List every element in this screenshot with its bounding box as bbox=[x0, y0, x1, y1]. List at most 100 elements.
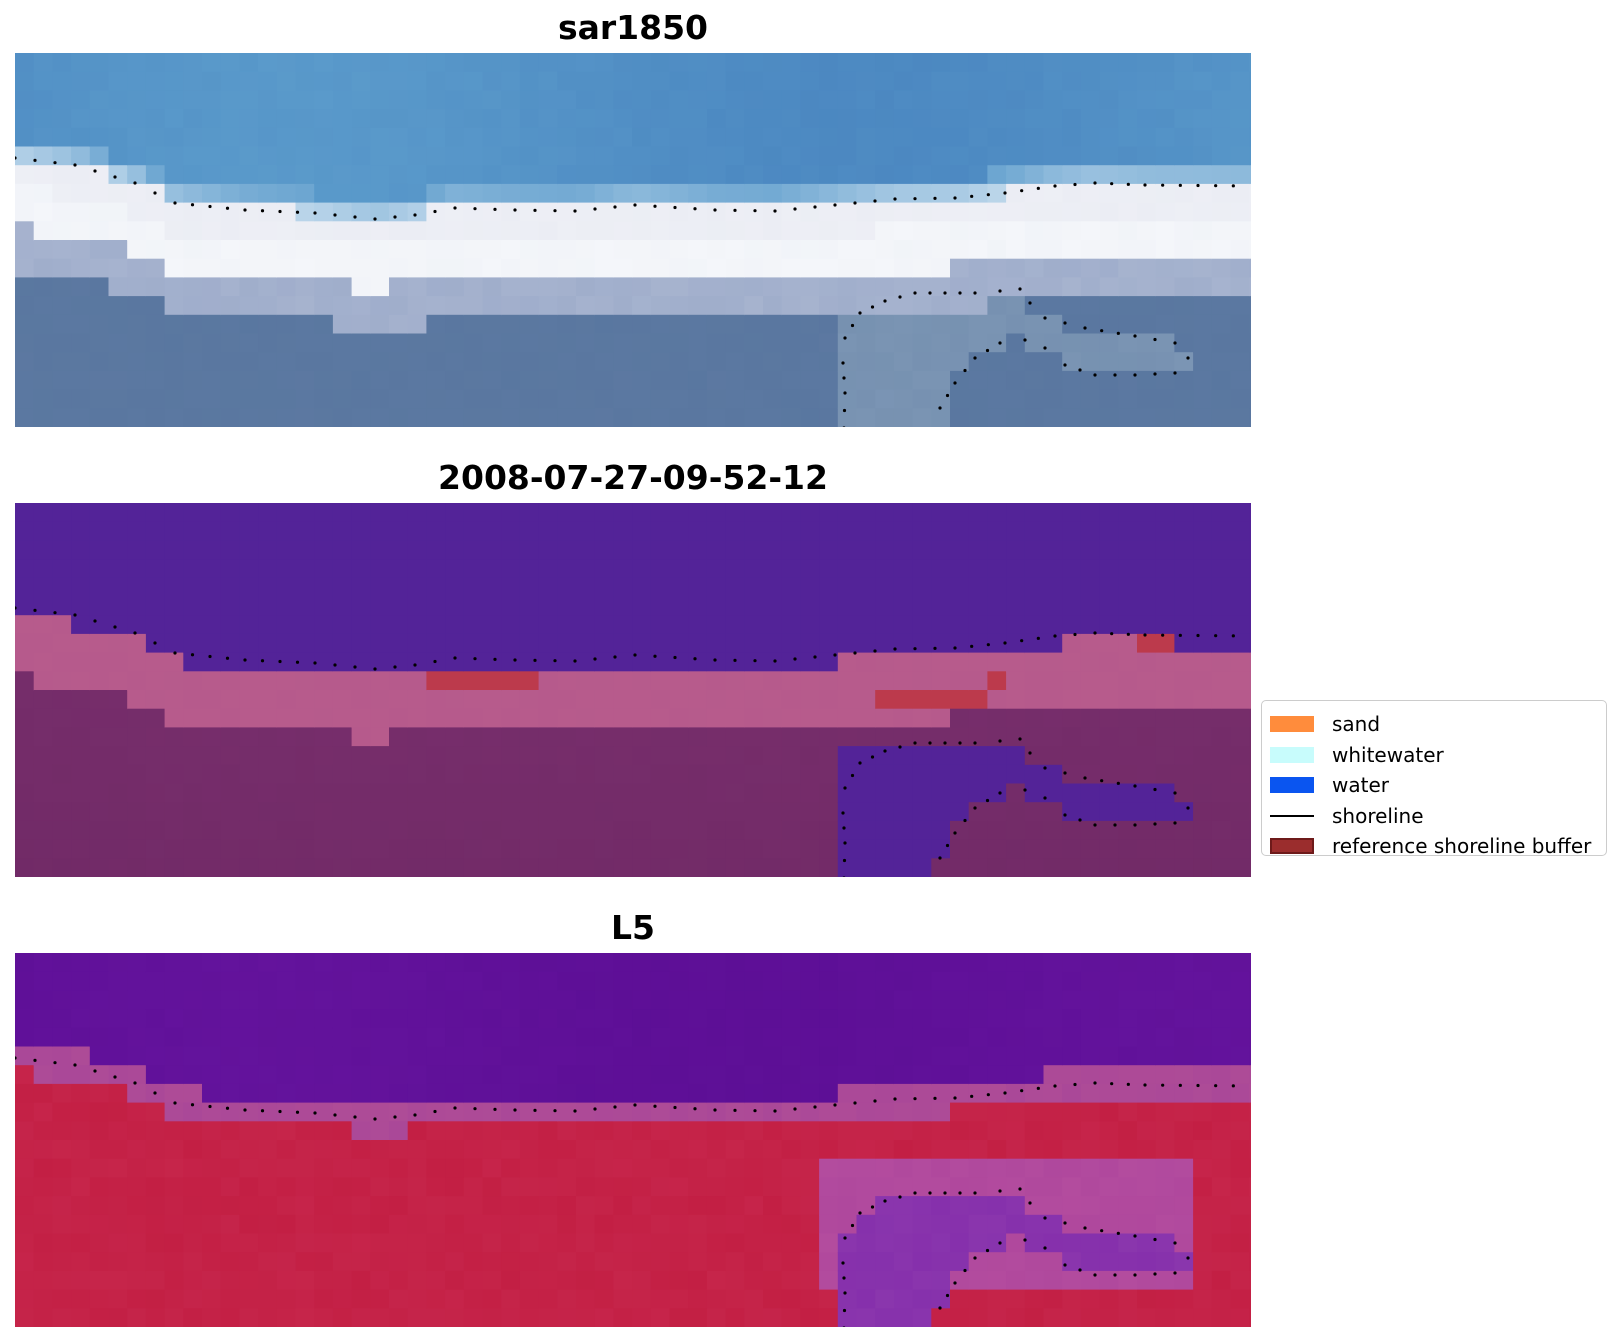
shoreline-point bbox=[943, 1191, 947, 1195]
classified-pixel bbox=[856, 633, 876, 654]
rgb-pixel bbox=[613, 127, 633, 148]
rgb-pixel bbox=[220, 109, 240, 129]
rgb-pixel bbox=[370, 109, 390, 129]
index-pixel bbox=[1174, 1009, 1194, 1029]
classified-pixel bbox=[1043, 783, 1063, 803]
rgb-pixel bbox=[1211, 389, 1232, 409]
index-pixel bbox=[1006, 1102, 1026, 1122]
classified-pixel bbox=[239, 615, 259, 635]
shoreline-point bbox=[953, 196, 957, 200]
classified-pixel bbox=[332, 839, 353, 859]
classified-pixel bbox=[1211, 858, 1232, 877]
index-pixel bbox=[931, 1252, 951, 1272]
classified-pixel bbox=[407, 858, 427, 877]
classified-pixel bbox=[1230, 521, 1250, 541]
legend-item-sand: sand bbox=[1270, 709, 1598, 740]
index-pixel bbox=[819, 1252, 839, 1272]
index-pixel bbox=[1024, 1233, 1045, 1253]
index-pixel bbox=[538, 1083, 558, 1104]
rgb-pixel bbox=[389, 221, 409, 241]
classified-pixel bbox=[1155, 615, 1175, 635]
rgb-pixel bbox=[445, 333, 465, 353]
index-pixel bbox=[856, 1009, 876, 1029]
rgb-pixel bbox=[519, 202, 540, 222]
index-pixel bbox=[370, 1140, 390, 1160]
shoreline-point bbox=[1073, 182, 1077, 187]
rgb-pixel bbox=[145, 165, 166, 185]
index-pixel bbox=[89, 1233, 110, 1253]
classified-pixel bbox=[744, 652, 764, 672]
rgb-pixel bbox=[239, 109, 259, 129]
classified-pixel bbox=[650, 727, 671, 747]
classified-pixel bbox=[482, 708, 502, 728]
index-pixel bbox=[819, 1177, 839, 1197]
index-pixel bbox=[258, 1102, 278, 1122]
classified-pixel bbox=[52, 540, 72, 560]
rgb-pixel bbox=[220, 127, 240, 148]
classified-pixel bbox=[987, 690, 1007, 710]
index-pixel bbox=[744, 1233, 764, 1253]
rgb-pixel bbox=[819, 333, 839, 353]
rgb-pixel bbox=[875, 53, 895, 73]
shoreline-point bbox=[190, 653, 195, 657]
classified-pixel bbox=[1024, 708, 1045, 728]
index-pixel bbox=[800, 1102, 820, 1122]
index-pixel bbox=[482, 1308, 502, 1327]
rgb-pixel bbox=[145, 277, 166, 297]
shoreline-point bbox=[873, 199, 877, 203]
classified-pixel bbox=[1099, 559, 1119, 579]
classified-pixel bbox=[295, 802, 315, 822]
classified-pixel bbox=[744, 783, 764, 803]
index-pixel bbox=[1193, 1252, 1213, 1272]
rgb-pixel bbox=[1024, 333, 1045, 353]
rgb-pixel bbox=[71, 53, 91, 73]
classified-pixel bbox=[239, 820, 259, 841]
rgb-pixel bbox=[1099, 240, 1119, 260]
rgb-pixel bbox=[744, 370, 764, 391]
index-pixel bbox=[127, 1140, 147, 1160]
shoreline-point bbox=[813, 655, 817, 659]
index-pixel bbox=[127, 1158, 147, 1178]
index-pixel bbox=[632, 1270, 652, 1291]
index-pixel bbox=[1118, 1140, 1138, 1160]
index-pixel bbox=[576, 1046, 596, 1066]
classified-pixel bbox=[108, 540, 128, 560]
classified-pixel bbox=[912, 503, 932, 523]
classified-pixel bbox=[1249, 708, 1251, 728]
index-pixel bbox=[632, 1027, 652, 1048]
classified-pixel bbox=[164, 652, 184, 672]
classified-pixel bbox=[407, 727, 427, 747]
classified-pixel bbox=[688, 615, 708, 635]
classified-pixel bbox=[1249, 783, 1251, 803]
index-pixel bbox=[725, 1158, 745, 1178]
rgb-pixel bbox=[1006, 240, 1026, 260]
classified-pixel bbox=[1137, 690, 1157, 710]
classified-pixel bbox=[108, 820, 128, 841]
rgb-pixel bbox=[950, 258, 970, 278]
index-pixel bbox=[1155, 1233, 1175, 1253]
rgb-pixel bbox=[389, 53, 409, 73]
classified-pixel bbox=[650, 820, 671, 841]
rgb-pixel bbox=[314, 352, 334, 372]
classified-pixel bbox=[276, 503, 297, 523]
rgb-pixel bbox=[744, 109, 764, 129]
rgb-pixel bbox=[912, 389, 932, 409]
rgb-pixel bbox=[426, 90, 446, 110]
rgb-pixel bbox=[15, 183, 35, 204]
classified-pixel bbox=[519, 820, 540, 841]
shoreline-point bbox=[313, 661, 317, 665]
rgb-pixel bbox=[594, 71, 614, 91]
index-pixel bbox=[950, 1158, 970, 1178]
rgb-pixel bbox=[1118, 389, 1138, 409]
rgb-pixel bbox=[108, 90, 128, 110]
index-pixel bbox=[258, 1233, 278, 1253]
classified-pixel bbox=[71, 559, 91, 579]
rgb-pixel bbox=[1043, 71, 1063, 91]
shoreline-point bbox=[653, 1104, 657, 1108]
classified-pixel bbox=[1193, 577, 1213, 598]
classified-pixel bbox=[987, 746, 1007, 766]
classified-pixel bbox=[987, 783, 1007, 803]
shoreline-point bbox=[133, 1081, 137, 1085]
rgb-pixel bbox=[856, 277, 876, 297]
index-pixel bbox=[389, 1252, 409, 1272]
